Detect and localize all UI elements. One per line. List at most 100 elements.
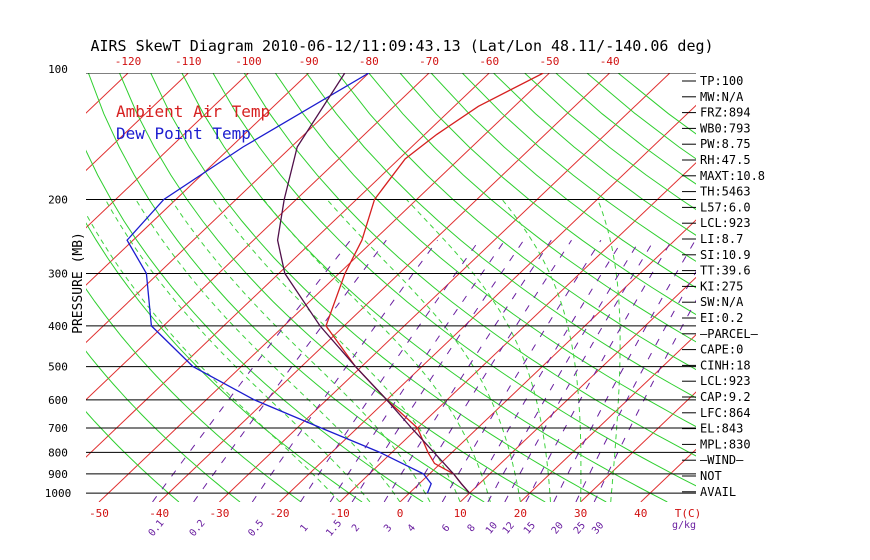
dry-adiabat-line [368, 73, 696, 343]
bottom-tick-label: 10 [454, 507, 467, 520]
panel-item: WB0:793 [700, 121, 751, 135]
isotherm-line [219, 73, 671, 502]
top-tick-label: -40 [600, 55, 620, 68]
panel-item: RH:47.5 [700, 153, 751, 167]
panel-item: MAXT:10.8 [700, 169, 765, 183]
panel-item: LCL:923 [700, 374, 751, 388]
plot-grid [0, 73, 870, 502]
panel-item: LFC:864 [700, 406, 751, 420]
isotherm-line [86, 73, 309, 286]
mixing-ratio-label: 2 [350, 523, 362, 535]
y-tick-label: 300 [48, 267, 68, 280]
isotherm-line [86, 73, 129, 114]
panel-item: KI:275 [700, 279, 743, 293]
dry-adiabat-line [493, 73, 696, 236]
dry-adiabat-line [461, 73, 696, 262]
dewpoint-line [126, 73, 432, 494]
y-tick-label: 600 [48, 394, 68, 407]
isotherm-line [86, 73, 189, 172]
y-tick-label: 400 [48, 320, 68, 333]
mixing-ratio-label: 0.5 [246, 518, 266, 539]
mixing-ratio-line [383, 239, 552, 502]
panel-item: TH:5463 [700, 185, 751, 199]
isotherm-line [640, 448, 696, 502]
isotherm-line [86, 73, 249, 229]
bottom-tick-label: -10 [330, 507, 350, 520]
dry-adiabat-line [337, 73, 696, 371]
panel-item: SI:10.9 [700, 248, 751, 262]
dry-adiabat-line [86, 411, 180, 502]
panel-item: PW:8.75 [700, 137, 751, 151]
mixing-ratio-line [593, 299, 696, 502]
bottom-tick-label: -30 [209, 507, 229, 520]
y-tick-label: 100 [48, 63, 68, 76]
isotherm-line [0, 73, 68, 502]
mixing-ratio-label: 8 [466, 523, 478, 535]
dry-adiabat-line [243, 73, 696, 457]
x-unit-label: T(C) [675, 507, 702, 520]
mixing-ratio-label: 20 [550, 520, 566, 536]
top-tick-label: -120 [115, 55, 142, 68]
mixing-ratio-line [152, 239, 351, 502]
dry-adiabat-line [86, 288, 302, 502]
mixing-ratio-label: 10 [484, 520, 500, 536]
panel-item: AVAIL [700, 485, 736, 499]
mixing-ratio-label: 30 [590, 520, 606, 536]
y-tick-label: 1000 [45, 487, 72, 500]
mixing-ratio-line [487, 239, 641, 502]
top-tick-label: -80 [359, 55, 379, 68]
y-tick-label: 700 [48, 422, 68, 435]
panel-item: NOT [700, 469, 722, 483]
mixing-ratio-line [467, 239, 623, 502]
y-tick-label: 800 [48, 446, 68, 459]
mixing-ratio-label: 1 [298, 523, 310, 535]
moist-adiabat-line [212, 199, 461, 502]
y-tick-label: 900 [48, 468, 68, 481]
isotherm-line [0, 73, 8, 502]
moist-adiabat-line [135, 199, 401, 502]
panel-item: FRZ:894 [700, 106, 751, 120]
panel-item: L57:6.0 [700, 200, 751, 214]
moist-adiabat-line [406, 199, 551, 502]
legend: Ambient Air Temp Dew Point Temp [116, 102, 270, 143]
dry-adiabat-line [212, 73, 696, 487]
dry-adiabat-line [150, 73, 607, 502]
dry-adiabat-line [274, 73, 696, 428]
mixing-ratio-label: 6 [440, 523, 452, 535]
isotherm-line [86, 73, 430, 401]
top-tick-label: -50 [540, 55, 560, 68]
mixing-ratio-label: 1.5 [324, 518, 344, 539]
moist-adiabat-line [263, 199, 491, 502]
top-tick-label: -90 [299, 55, 319, 68]
bottom-tick-label: 0 [397, 507, 404, 520]
legend-ambient: Ambient Air Temp [116, 102, 270, 121]
moist-adiabat-line [501, 199, 582, 502]
mixing-ratio-label: 15 [522, 520, 538, 536]
dry-adiabat-line [399, 73, 696, 316]
ambient-temp-line [325, 73, 544, 494]
mixing-ratio-line [351, 239, 525, 502]
panel-item: SW:N/A [700, 295, 744, 309]
bottom-tick-label: 40 [634, 507, 647, 520]
mixing-ratio-label: 4 [406, 523, 418, 535]
moist-adiabat-line [170, 199, 431, 502]
mixing-ratio-label: 3 [382, 523, 394, 535]
mixing-ratio-line [441, 239, 602, 502]
panel-item: MW:N/A [700, 90, 744, 104]
panel-item: —WIND— [700, 453, 744, 467]
panel-item: CAPE:0 [700, 343, 743, 357]
mixing-ratio-label: 12 [501, 520, 517, 536]
dry-adiabat-line [86, 350, 241, 502]
y-axis-label: PRESSURE (MB) [71, 232, 86, 334]
mixing-ratio-line [575, 270, 696, 502]
y-tick-label: 500 [48, 361, 68, 374]
top-tick-label: -70 [419, 55, 439, 68]
mixing-ratio-line [193, 239, 387, 502]
isotherm-line [98, 73, 550, 502]
top-tick-label: -60 [479, 55, 499, 68]
isotherm-line [86, 73, 490, 458]
mixing-ratio-line [504, 239, 655, 502]
panel-item: CINH:18 [700, 358, 751, 372]
isotherm-line [761, 73, 870, 502]
